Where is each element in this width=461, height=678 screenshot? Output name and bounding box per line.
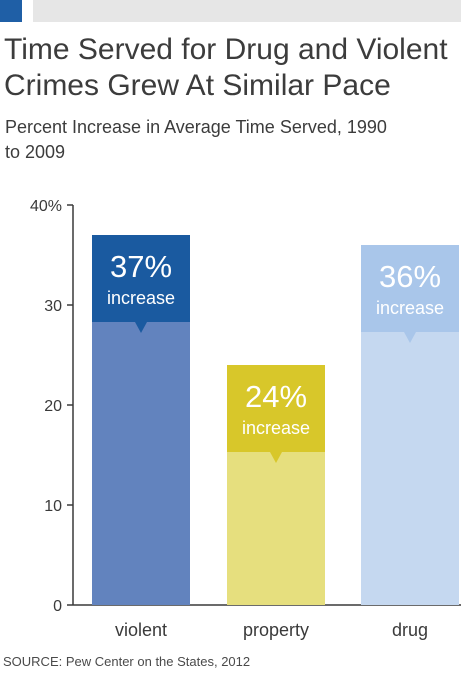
callout-pointer-drug (404, 332, 416, 343)
header-bar (0, 0, 461, 22)
data-label-sub-violent: increase (107, 288, 175, 308)
header-stripe (33, 0, 461, 22)
chart-title: Time Served for Drug and Violent Crimes … (4, 33, 448, 102)
chart-subtitle: Percent Increase in Average Time Served,… (5, 117, 387, 162)
bar-chart: 0 10 20 30 40% 37% increase violent 24% increase p… (30, 198, 461, 640)
callout-pointer-property (270, 452, 282, 463)
x-tick-label-violent: violent (115, 620, 167, 640)
callout-box-violent (92, 235, 190, 322)
header-accent-square (0, 0, 22, 22)
data-label-drug: 36% (379, 259, 441, 294)
x-tick-label-property: property (243, 620, 309, 640)
data-label-violent: 37% (110, 249, 172, 284)
data-label-sub-property: increase (242, 418, 310, 438)
y-tick-label-30: 30 (44, 298, 62, 315)
data-label-sub-drug: increase (376, 298, 444, 318)
y-tick-label-0: 0 (53, 598, 62, 615)
callout-box-drug (361, 245, 459, 332)
y-tick-label-40: 40% (30, 198, 62, 215)
callout-box-property (227, 365, 325, 452)
x-tick-label-drug: drug (392, 620, 428, 640)
source-note: SOURCE: Pew Center on the States, 2012 (3, 654, 251, 669)
callout-pointer-violent (135, 322, 147, 333)
y-tick-label-10: 10 (44, 498, 62, 515)
data-label-property: 24% (245, 379, 307, 414)
y-tick-label-20: 20 (44, 398, 62, 415)
